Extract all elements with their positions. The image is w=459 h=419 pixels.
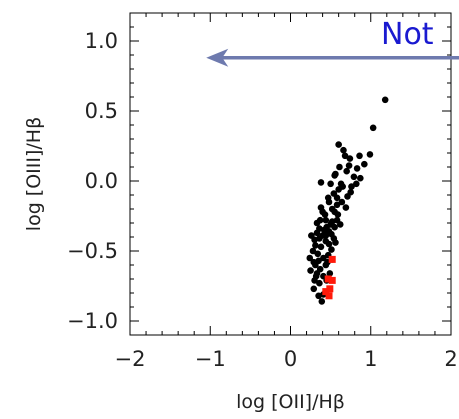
y-tick-label: 0.0 <box>85 169 118 193</box>
y-tick-label: −1.0 <box>67 309 118 333</box>
data-point <box>320 254 327 262</box>
data-point <box>335 186 342 193</box>
data-point <box>306 254 314 262</box>
data-point-red <box>328 276 336 284</box>
data-point <box>313 219 321 227</box>
ticks-layer <box>129 12 452 336</box>
data-point <box>381 96 389 104</box>
data-point <box>316 279 323 287</box>
x-tick-label: 0 <box>284 347 297 371</box>
data-point <box>317 179 325 186</box>
data-point <box>328 246 335 253</box>
data-point <box>316 225 323 232</box>
y-tick-label: 1.0 <box>85 29 118 53</box>
data-point <box>332 170 339 178</box>
data-point <box>346 155 354 162</box>
data-point <box>341 152 349 160</box>
data-point <box>342 204 350 211</box>
data-point <box>311 236 318 244</box>
data-point <box>336 163 343 171</box>
data-point <box>337 180 345 188</box>
data-point <box>307 267 314 274</box>
annotation-arrowhead <box>206 48 229 67</box>
x-tick-label: 2 <box>444 347 457 371</box>
data-point <box>345 162 353 169</box>
x-tick-label: 1 <box>364 347 377 371</box>
data-point <box>317 243 325 251</box>
data-point <box>333 194 341 202</box>
x-tick-label: −2 <box>115 347 146 371</box>
y-axis-label: log [OIII]/Hβ <box>23 117 45 231</box>
data-point <box>343 167 350 175</box>
data-point <box>312 242 319 249</box>
annotation-text: Not <box>381 17 434 52</box>
data-point <box>322 237 330 245</box>
y-tick-label: 0.5 <box>85 99 118 123</box>
data-point <box>315 257 322 265</box>
data-point <box>338 198 346 206</box>
data-point <box>353 165 361 172</box>
x-axis-label: log [OII]/Hβ <box>236 391 345 413</box>
data-point <box>353 180 360 188</box>
data-point <box>357 174 364 182</box>
data-point <box>333 216 341 224</box>
data-point <box>361 160 368 168</box>
data-point <box>318 298 326 305</box>
plot-frame <box>129 12 452 336</box>
data-point <box>321 211 329 218</box>
data-point <box>340 146 347 154</box>
data-point <box>328 230 335 238</box>
y-tick-label: −0.5 <box>67 239 118 263</box>
data-point <box>312 272 320 280</box>
data-point <box>327 180 334 188</box>
data-point <box>317 204 325 211</box>
data-point <box>331 208 338 216</box>
data-point <box>322 261 330 269</box>
points-layer <box>306 96 389 305</box>
data-point-red <box>322 288 330 296</box>
data-point <box>309 247 317 255</box>
data-point <box>356 152 363 160</box>
data-point <box>331 223 338 231</box>
data-point <box>366 151 374 158</box>
tick-labels: −2 −1 0 1 2 −1.0 −0.5 0.0 0.5 1.0 <box>67 29 458 371</box>
data-point <box>333 201 341 209</box>
data-point-red <box>325 292 333 300</box>
data-point <box>347 188 354 196</box>
data-point <box>326 270 334 277</box>
data-point <box>325 198 333 206</box>
data-point <box>332 239 339 246</box>
data-point <box>316 265 324 273</box>
data-point <box>314 250 322 258</box>
x-tick-label: −1 <box>195 347 226 371</box>
data-point <box>335 141 342 148</box>
data-point <box>350 173 358 181</box>
data-point-red <box>328 255 336 263</box>
data-point <box>348 183 355 190</box>
data-point-red <box>326 285 334 293</box>
data-point <box>322 216 330 224</box>
data-point-red <box>324 275 332 283</box>
data-point <box>322 232 330 239</box>
data-point <box>310 285 318 293</box>
data-point <box>369 124 377 132</box>
